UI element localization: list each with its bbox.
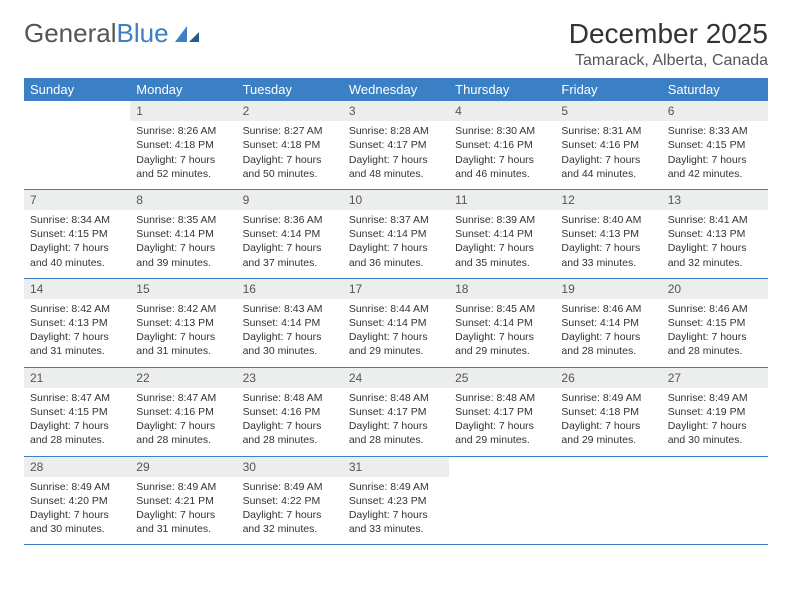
day-number-row: 28293031 bbox=[24, 456, 768, 477]
day-number: 19 bbox=[555, 278, 661, 299]
day-number: 3 bbox=[343, 101, 449, 121]
day-cell: Sunrise: 8:49 AM Sunset: 4:18 PM Dayligh… bbox=[555, 388, 661, 456]
day-cell: Sunrise: 8:49 AM Sunset: 4:21 PM Dayligh… bbox=[130, 477, 236, 545]
day-cell: Sunrise: 8:42 AM Sunset: 4:13 PM Dayligh… bbox=[24, 299, 130, 367]
day-number-row: 78910111213 bbox=[24, 189, 768, 210]
day-cell: Sunrise: 8:26 AM Sunset: 4:18 PM Dayligh… bbox=[130, 121, 236, 189]
brand-name: GeneralBlue bbox=[24, 18, 169, 49]
day-cell: Sunrise: 8:48 AM Sunset: 4:17 PM Dayligh… bbox=[343, 388, 449, 456]
day-number: 29 bbox=[130, 456, 236, 477]
day-cell: Sunrise: 8:43 AM Sunset: 4:14 PM Dayligh… bbox=[237, 299, 343, 367]
day-number: 26 bbox=[555, 367, 661, 388]
weekday-header: Thursday bbox=[449, 78, 555, 101]
day-cell: Sunrise: 8:46 AM Sunset: 4:15 PM Dayligh… bbox=[662, 299, 768, 367]
day-number: 17 bbox=[343, 278, 449, 299]
day-cell: Sunrise: 8:28 AM Sunset: 4:17 PM Dayligh… bbox=[343, 121, 449, 189]
title-block: December 2025 Tamarack, Alberta, Canada bbox=[569, 18, 768, 70]
day-number: 11 bbox=[449, 189, 555, 210]
day-cell: Sunrise: 8:46 AM Sunset: 4:14 PM Dayligh… bbox=[555, 299, 661, 367]
day-number: 16 bbox=[237, 278, 343, 299]
day-number: 25 bbox=[449, 367, 555, 388]
day-number: 31 bbox=[343, 456, 449, 477]
day-number: 12 bbox=[555, 189, 661, 210]
day-cell bbox=[555, 477, 661, 545]
day-cell: Sunrise: 8:48 AM Sunset: 4:16 PM Dayligh… bbox=[237, 388, 343, 456]
weekday-header: Monday bbox=[130, 78, 236, 101]
day-cell: Sunrise: 8:48 AM Sunset: 4:17 PM Dayligh… bbox=[449, 388, 555, 456]
day-content-row: Sunrise: 8:34 AM Sunset: 4:15 PM Dayligh… bbox=[24, 210, 768, 278]
day-cell: Sunrise: 8:49 AM Sunset: 4:23 PM Dayligh… bbox=[343, 477, 449, 545]
day-cell: Sunrise: 8:33 AM Sunset: 4:15 PM Dayligh… bbox=[662, 121, 768, 189]
day-number bbox=[24, 101, 130, 121]
day-number: 24 bbox=[343, 367, 449, 388]
day-number: 22 bbox=[130, 367, 236, 388]
calendar-table: Sunday Monday Tuesday Wednesday Thursday… bbox=[24, 78, 768, 545]
day-cell: Sunrise: 8:49 AM Sunset: 4:19 PM Dayligh… bbox=[662, 388, 768, 456]
header: GeneralBlue December 2025 Tamarack, Albe… bbox=[24, 18, 768, 70]
day-number bbox=[449, 456, 555, 477]
day-number-row: 21222324252627 bbox=[24, 367, 768, 388]
day-cell: Sunrise: 8:39 AM Sunset: 4:14 PM Dayligh… bbox=[449, 210, 555, 278]
day-cell: Sunrise: 8:27 AM Sunset: 4:18 PM Dayligh… bbox=[237, 121, 343, 189]
day-cell: Sunrise: 8:42 AM Sunset: 4:13 PM Dayligh… bbox=[130, 299, 236, 367]
weekday-header: Friday bbox=[555, 78, 661, 101]
day-cell: Sunrise: 8:34 AM Sunset: 4:15 PM Dayligh… bbox=[24, 210, 130, 278]
day-number-row: 123456 bbox=[24, 101, 768, 121]
day-cell: Sunrise: 8:47 AM Sunset: 4:16 PM Dayligh… bbox=[130, 388, 236, 456]
day-number: 9 bbox=[237, 189, 343, 210]
day-number: 20 bbox=[662, 278, 768, 299]
brand-logo: GeneralBlue bbox=[24, 18, 201, 49]
day-number: 7 bbox=[24, 189, 130, 210]
day-cell: Sunrise: 8:49 AM Sunset: 4:22 PM Dayligh… bbox=[237, 477, 343, 545]
day-number: 30 bbox=[237, 456, 343, 477]
day-number: 6 bbox=[662, 101, 768, 121]
day-number: 28 bbox=[24, 456, 130, 477]
day-cell: Sunrise: 8:36 AM Sunset: 4:14 PM Dayligh… bbox=[237, 210, 343, 278]
day-number: 14 bbox=[24, 278, 130, 299]
day-number: 4 bbox=[449, 101, 555, 121]
day-number-row: 14151617181920 bbox=[24, 278, 768, 299]
weekday-header: Wednesday bbox=[343, 78, 449, 101]
day-number: 15 bbox=[130, 278, 236, 299]
day-cell bbox=[662, 477, 768, 545]
day-number: 21 bbox=[24, 367, 130, 388]
day-cell: Sunrise: 8:47 AM Sunset: 4:15 PM Dayligh… bbox=[24, 388, 130, 456]
calendar-page: GeneralBlue December 2025 Tamarack, Albe… bbox=[0, 0, 792, 563]
brand-sail-icon bbox=[173, 24, 201, 44]
calendar-header-row: Sunday Monday Tuesday Wednesday Thursday… bbox=[24, 78, 768, 101]
month-title: December 2025 bbox=[569, 18, 768, 50]
day-cell bbox=[24, 121, 130, 189]
day-cell: Sunrise: 8:30 AM Sunset: 4:16 PM Dayligh… bbox=[449, 121, 555, 189]
day-number: 27 bbox=[662, 367, 768, 388]
day-number bbox=[555, 456, 661, 477]
weekday-header: Saturday bbox=[662, 78, 768, 101]
day-content-row: Sunrise: 8:42 AM Sunset: 4:13 PM Dayligh… bbox=[24, 299, 768, 367]
day-number bbox=[662, 456, 768, 477]
brand-name-b: Blue bbox=[117, 18, 169, 48]
day-cell: Sunrise: 8:44 AM Sunset: 4:14 PM Dayligh… bbox=[343, 299, 449, 367]
day-number: 5 bbox=[555, 101, 661, 121]
day-cell: Sunrise: 8:37 AM Sunset: 4:14 PM Dayligh… bbox=[343, 210, 449, 278]
day-number: 2 bbox=[237, 101, 343, 121]
day-content-row: Sunrise: 8:47 AM Sunset: 4:15 PM Dayligh… bbox=[24, 388, 768, 456]
day-cell: Sunrise: 8:31 AM Sunset: 4:16 PM Dayligh… bbox=[555, 121, 661, 189]
day-number: 10 bbox=[343, 189, 449, 210]
day-number: 18 bbox=[449, 278, 555, 299]
location-label: Tamarack, Alberta, Canada bbox=[569, 52, 768, 70]
weekday-header: Tuesday bbox=[237, 78, 343, 101]
day-cell: Sunrise: 8:40 AM Sunset: 4:13 PM Dayligh… bbox=[555, 210, 661, 278]
day-content-row: Sunrise: 8:26 AM Sunset: 4:18 PM Dayligh… bbox=[24, 121, 768, 189]
day-cell: Sunrise: 8:35 AM Sunset: 4:14 PM Dayligh… bbox=[130, 210, 236, 278]
brand-name-a: General bbox=[24, 18, 117, 48]
day-number: 23 bbox=[237, 367, 343, 388]
day-cell: Sunrise: 8:49 AM Sunset: 4:20 PM Dayligh… bbox=[24, 477, 130, 545]
day-number: 1 bbox=[130, 101, 236, 121]
day-cell bbox=[449, 477, 555, 545]
day-number: 13 bbox=[662, 189, 768, 210]
day-cell: Sunrise: 8:45 AM Sunset: 4:14 PM Dayligh… bbox=[449, 299, 555, 367]
day-cell: Sunrise: 8:41 AM Sunset: 4:13 PM Dayligh… bbox=[662, 210, 768, 278]
day-number: 8 bbox=[130, 189, 236, 210]
day-content-row: Sunrise: 8:49 AM Sunset: 4:20 PM Dayligh… bbox=[24, 477, 768, 545]
weekday-header: Sunday bbox=[24, 78, 130, 101]
